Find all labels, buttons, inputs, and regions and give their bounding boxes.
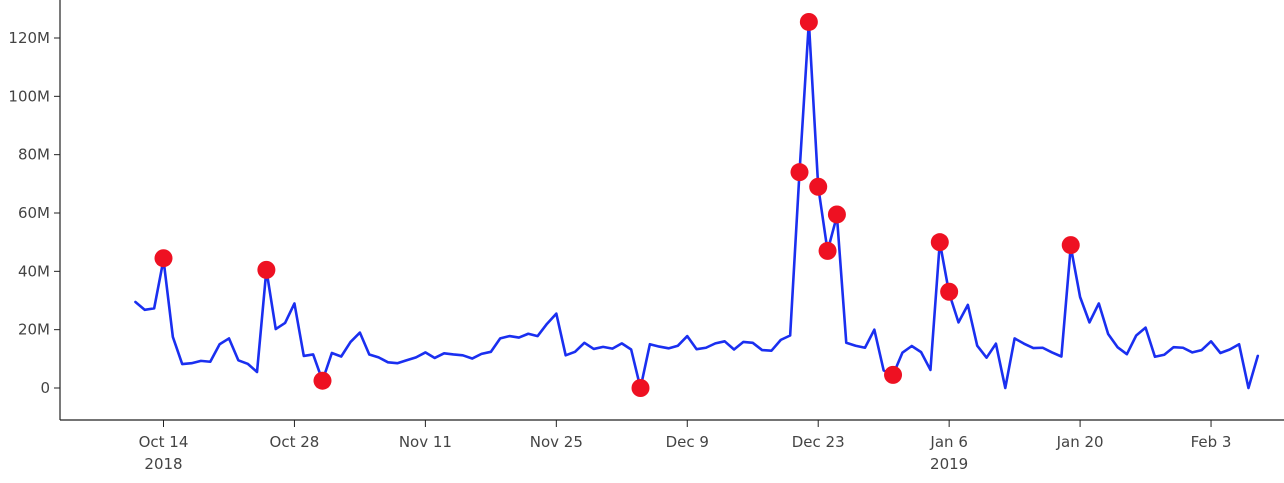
y-tick-label: 100M: [8, 87, 50, 105]
x-tick-label: Oct 28: [270, 433, 320, 451]
anomaly-marker: [1061, 236, 1080, 255]
x-tick-label: Jan 6: [929, 433, 967, 451]
y-tick-label: 20M: [18, 321, 50, 339]
y-tick-label: 0: [40, 379, 50, 397]
x-tick-label: Nov 11: [399, 433, 452, 451]
y-tick-label: 80M: [18, 146, 50, 164]
anomaly-marker: [631, 379, 650, 397]
anomaly-marker: [799, 12, 818, 31]
y-tick-label: 120M: [8, 29, 50, 47]
x-tick-label: Dec 9: [666, 433, 709, 451]
x-tick-label: Oct 14: [139, 433, 189, 451]
x-tick-label: Nov 25: [530, 433, 583, 451]
y-axis: 0 20M 40M 60M 80M 100M 120M: [8, 0, 61, 420]
anomaly-marker: [884, 365, 903, 384]
x-tick-year-label: 2018: [144, 455, 182, 473]
x-axis: Oct 14 2018 Oct 28 Nov 11 Nov 25 Dec 9 Dec 23 J…: [60, 419, 1284, 473]
anomaly-marker: [154, 249, 173, 268]
x-tick-label: Feb 3: [1191, 433, 1232, 451]
y-tick-label: 60M: [18, 204, 50, 222]
anomaly-marker: [313, 371, 332, 390]
x-tick-label: Dec 23: [792, 433, 845, 451]
anomaly-marker: [257, 260, 276, 279]
anomaly-marker: [790, 163, 809, 182]
anomaly-marker: [940, 282, 959, 301]
y-tick-label: 40M: [18, 262, 50, 280]
marker-layer: [154, 12, 1080, 397]
anomaly-marker: [827, 205, 846, 224]
anomaly-marker: [930, 233, 949, 252]
x-tick-label: Jan 20: [1056, 433, 1104, 451]
anomaly-marker: [809, 177, 828, 196]
anomaly-marker: [818, 241, 837, 260]
x-tick-year-label: 2019: [930, 455, 968, 473]
